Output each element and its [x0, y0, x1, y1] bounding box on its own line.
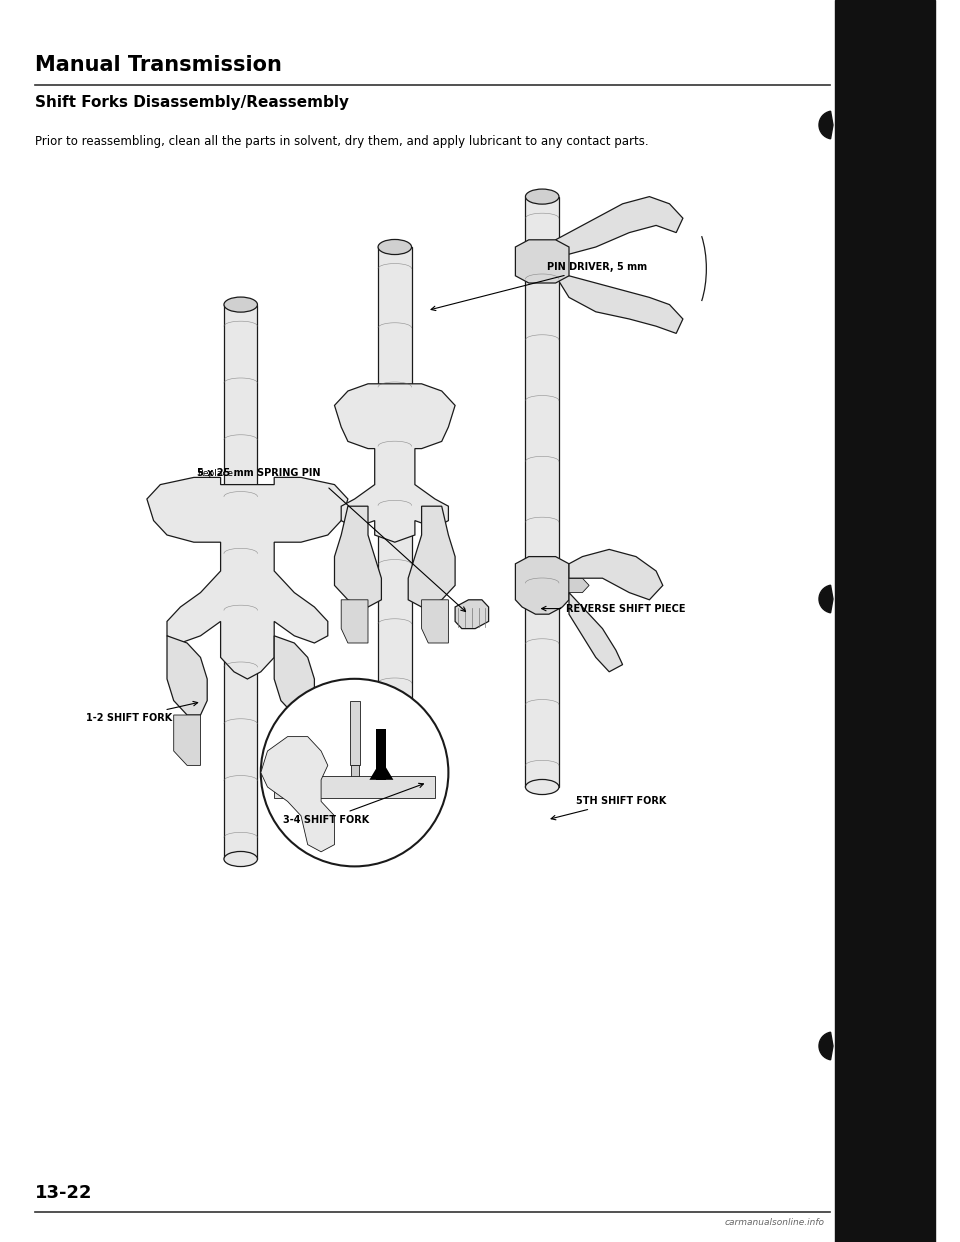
Polygon shape: [167, 636, 207, 715]
Ellipse shape: [873, 133, 909, 159]
Text: 13-22: 13-22: [35, 1184, 92, 1202]
Ellipse shape: [525, 780, 559, 795]
Polygon shape: [275, 636, 314, 715]
Polygon shape: [556, 268, 683, 333]
Wedge shape: [819, 112, 833, 139]
Bar: [350, 765, 359, 780]
Circle shape: [261, 679, 448, 867]
Polygon shape: [516, 240, 569, 283]
Polygon shape: [408, 507, 455, 607]
Bar: [224, 304, 257, 859]
Text: PIN DRIVER, 5 mm: PIN DRIVER, 5 mm: [431, 262, 647, 310]
Text: carmanualsonline.info: carmanualsonline.info: [725, 1218, 825, 1227]
Polygon shape: [455, 600, 489, 628]
Text: 5 x 25 mm SPRING PIN: 5 x 25 mm SPRING PIN: [197, 468, 321, 478]
Polygon shape: [261, 737, 334, 852]
Text: 5TH SHIFT FORK: 5TH SHIFT FORK: [551, 796, 666, 820]
Wedge shape: [819, 585, 833, 612]
Ellipse shape: [224, 852, 257, 867]
Polygon shape: [569, 579, 589, 592]
Bar: [525, 196, 559, 787]
Text: 3-4 SHIFT FORK: 3-4 SHIFT FORK: [283, 784, 423, 825]
Bar: [378, 247, 412, 823]
Text: Manual Transmission: Manual Transmission: [35, 55, 282, 75]
Bar: [376, 729, 386, 780]
Polygon shape: [569, 592, 623, 672]
Ellipse shape: [378, 816, 412, 831]
Text: Prior to reassembling, clean all the parts in solvent, dry them, and apply lubri: Prior to reassembling, clean all the par…: [35, 135, 649, 148]
Ellipse shape: [873, 607, 909, 635]
Polygon shape: [147, 477, 348, 679]
Polygon shape: [516, 556, 569, 615]
Bar: [275, 776, 435, 797]
Text: Replace.: Replace.: [197, 458, 235, 478]
Ellipse shape: [873, 1056, 909, 1083]
Polygon shape: [281, 715, 308, 765]
Polygon shape: [421, 600, 448, 643]
Polygon shape: [341, 600, 368, 643]
Ellipse shape: [525, 189, 559, 204]
Polygon shape: [569, 549, 662, 600]
Polygon shape: [370, 760, 394, 780]
Polygon shape: [556, 196, 683, 255]
Text: REVERSE SHIFT PIECE: REVERSE SHIFT PIECE: [541, 604, 685, 614]
Text: 1-2 SHIFT FORK: 1-2 SHIFT FORK: [86, 702, 198, 723]
Polygon shape: [334, 507, 381, 607]
Wedge shape: [819, 1032, 833, 1059]
Text: Shift Forks Disassembly/Reassembly: Shift Forks Disassembly/Reassembly: [35, 94, 349, 111]
Polygon shape: [334, 384, 455, 543]
Polygon shape: [174, 715, 201, 765]
Ellipse shape: [224, 297, 257, 312]
Bar: [349, 700, 360, 765]
Bar: [835, 0, 935, 1242]
Ellipse shape: [378, 240, 412, 255]
